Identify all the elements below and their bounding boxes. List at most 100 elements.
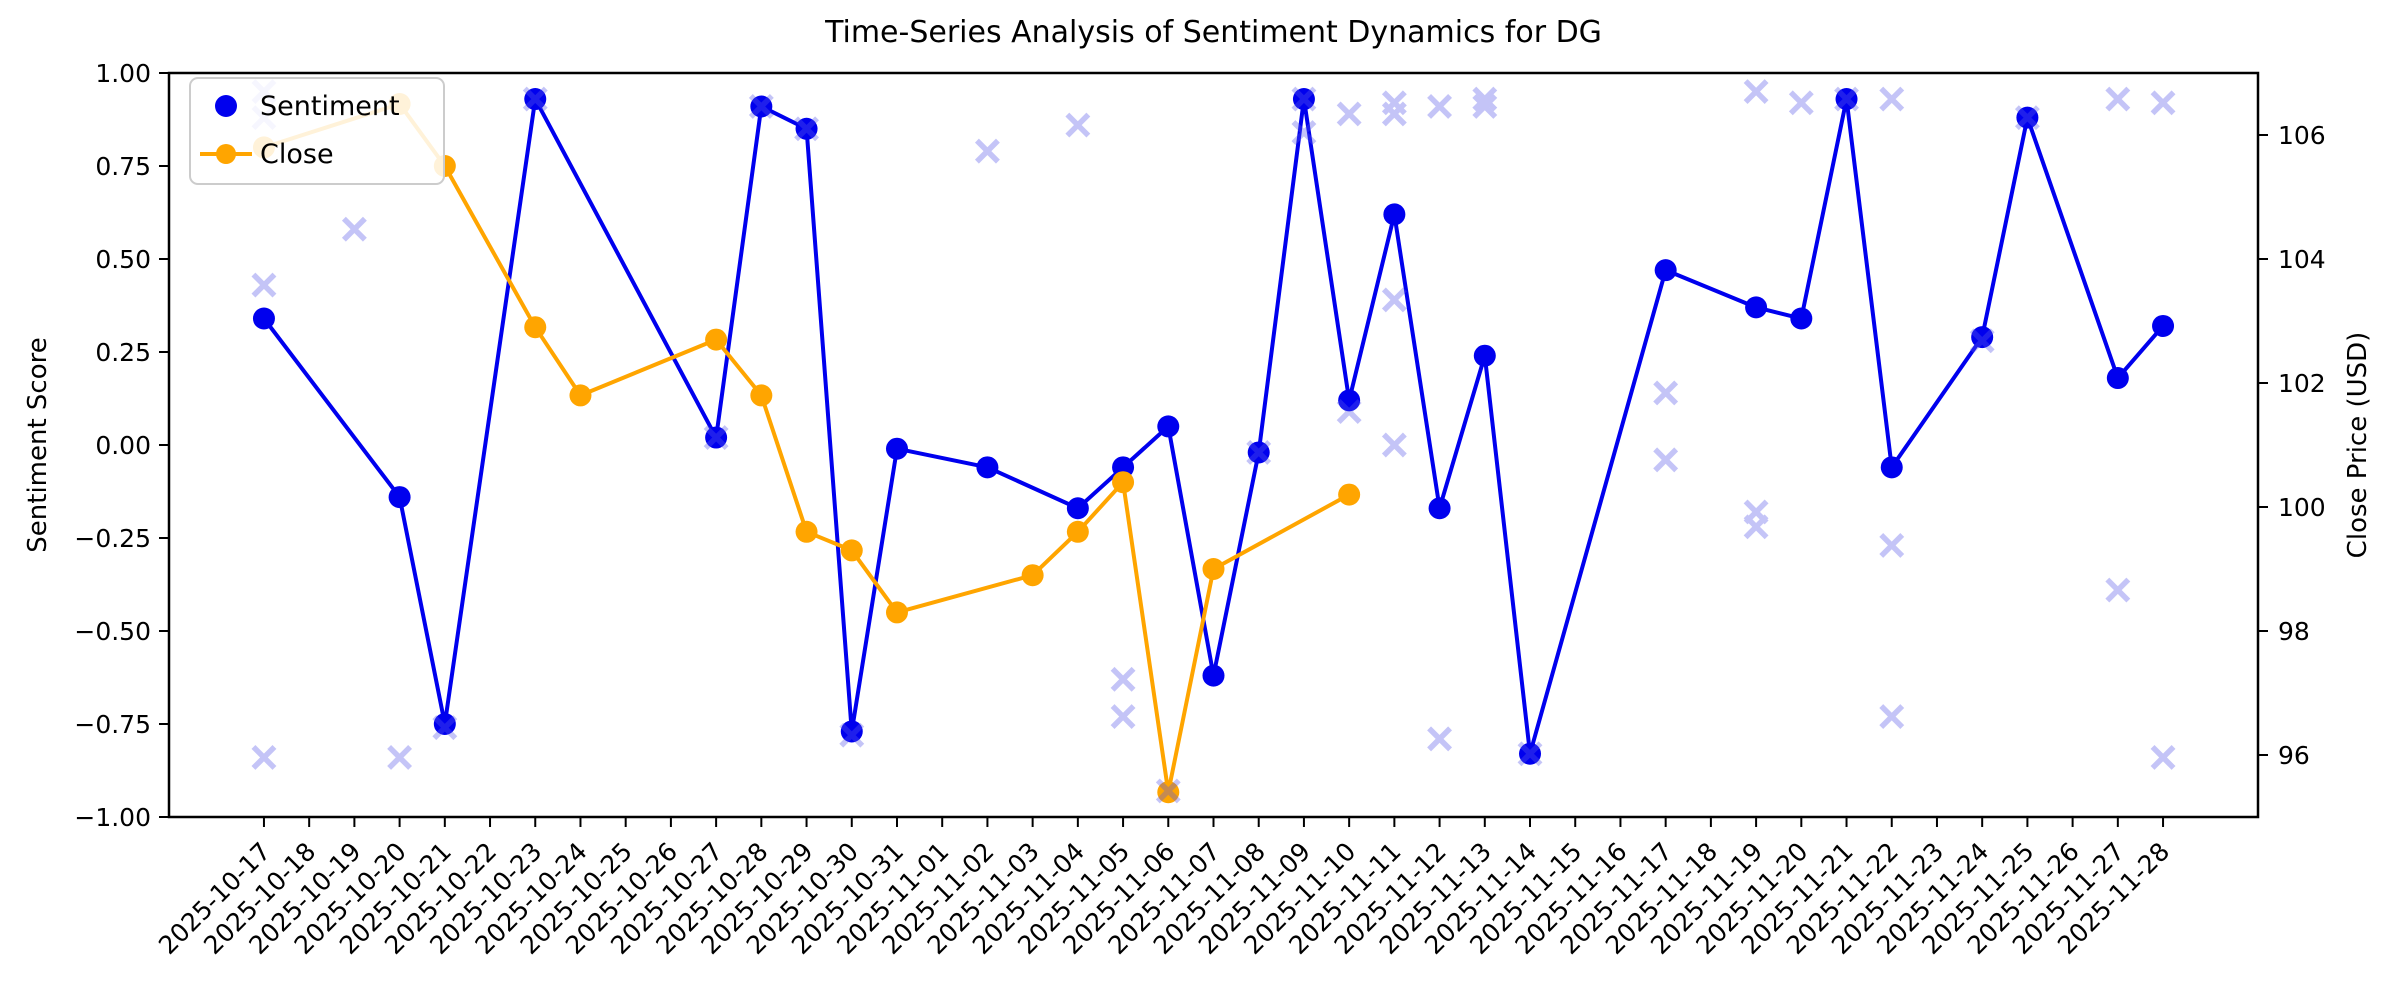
sentiment-point bbox=[795, 117, 818, 140]
left-axis-tick-label: 1.00 bbox=[95, 59, 151, 88]
sentiment-x-marker bbox=[1743, 499, 1769, 525]
sentiment-line bbox=[262, 97, 2165, 756]
sentiment-x-marker bbox=[251, 745, 277, 770]
sentiment-x-marker bbox=[1879, 704, 1905, 730]
sentiment-point bbox=[1473, 344, 1496, 367]
sentiment-x-marker bbox=[1110, 704, 1136, 730]
sentiment-point bbox=[2106, 367, 2129, 390]
sentiment-point bbox=[1790, 307, 1813, 330]
sentiment-x-marker bbox=[1381, 90, 1407, 116]
sentiment-point bbox=[1247, 441, 1270, 464]
left-axis-tick-label: −0.50 bbox=[74, 617, 151, 646]
sentiment-x-marker bbox=[1336, 101, 1362, 127]
sentiment-point bbox=[885, 437, 908, 460]
left-axis-title: Sentiment Score bbox=[23, 337, 53, 552]
sentiment-point bbox=[1835, 88, 1858, 111]
close-point bbox=[1021, 564, 1044, 587]
right-axis-tick-label: 98 bbox=[2278, 617, 2310, 646]
legend-box bbox=[189, 77, 445, 185]
sentiment-x-marker bbox=[2105, 86, 2131, 112]
sentiment-x-marker bbox=[1879, 86, 1905, 112]
legend-close-marker bbox=[216, 144, 236, 164]
sentiment-point bbox=[750, 95, 773, 118]
sentiment-x-marker bbox=[1427, 94, 1453, 119]
legend-sentiment-marker bbox=[215, 95, 237, 117]
sentiment-x-marker bbox=[251, 272, 277, 298]
sentiment-point bbox=[840, 720, 863, 743]
sentiment-x-marker bbox=[1291, 120, 1317, 145]
sentiment-x-marker bbox=[1788, 90, 1814, 116]
sentiment-point bbox=[1066, 497, 1089, 520]
close-point bbox=[705, 328, 728, 351]
close-point bbox=[795, 520, 818, 543]
sentiment-x-marker bbox=[1381, 432, 1407, 458]
close-point bbox=[569, 384, 592, 407]
close-point bbox=[1338, 483, 1361, 506]
close-point bbox=[1157, 781, 1180, 804]
sentiment-x-marker bbox=[1291, 86, 1317, 112]
sentiment-point bbox=[433, 713, 456, 735]
right-axis-tick-label: 96 bbox=[2278, 741, 2310, 770]
sentiment-point bbox=[976, 456, 999, 479]
left-axis-tick-label: 0.75 bbox=[95, 152, 151, 181]
sentiment-x-marker bbox=[1427, 726, 1453, 752]
sentiment-x-marker bbox=[839, 722, 865, 748]
right-axis-tick-label: 104 bbox=[2278, 245, 2326, 274]
close-point bbox=[750, 384, 773, 407]
sentiment-point bbox=[1519, 742, 1542, 765]
left-axis-tick-label: −0.75 bbox=[74, 710, 151, 739]
sentiment-x-marker bbox=[1653, 380, 1679, 406]
sentiment-x-marker bbox=[1653, 447, 1679, 473]
sentiment-scatter-group bbox=[251, 79, 2176, 804]
sentiment-x-marker bbox=[703, 425, 729, 451]
right-axis-title: Close Price (USD) bbox=[2343, 332, 2373, 559]
sentiment-x-marker bbox=[794, 116, 819, 142]
left-axis-tick-label: 0.00 bbox=[95, 431, 151, 460]
sentiment-point bbox=[1971, 326, 1994, 349]
sentiment-x-marker bbox=[1834, 86, 1859, 112]
sentiment-point bbox=[1654, 259, 1677, 282]
sentiment-x-marker bbox=[1472, 94, 1498, 119]
sentiment-point bbox=[1383, 203, 1406, 226]
left-axis-tick-label: −1.00 bbox=[74, 803, 151, 832]
left-axis-tick-label: −0.25 bbox=[74, 524, 151, 553]
sentiment-point bbox=[1202, 664, 1225, 687]
close-point bbox=[1202, 558, 1225, 580]
sentiment-x-marker bbox=[2150, 745, 2176, 770]
left-axis-tick-label: 0.25 bbox=[95, 338, 151, 367]
sentiment-point bbox=[1745, 296, 1768, 319]
sentiment-x-marker bbox=[1517, 741, 1543, 767]
legend-close-label: Close bbox=[260, 139, 334, 170]
close-point bbox=[1066, 520, 1089, 543]
sentiment-x-marker bbox=[1472, 86, 1498, 112]
sentiment-point bbox=[252, 307, 275, 330]
sentiment-point bbox=[1292, 88, 1315, 111]
sentiment-x-marker bbox=[522, 86, 548, 112]
sentiment-point bbox=[388, 486, 411, 509]
sentiment-point bbox=[2016, 106, 2039, 129]
sentiment-x-marker bbox=[2014, 105, 2040, 131]
sentiment-x-marker bbox=[748, 94, 774, 119]
close-point bbox=[524, 316, 547, 339]
sentiment-x-marker bbox=[1381, 287, 1407, 313]
sentiment-x-marker bbox=[2150, 90, 2176, 116]
plot-border bbox=[167, 71, 2260, 819]
chart-title: Time-Series Analysis of Sentiment Dynami… bbox=[824, 15, 1602, 50]
left-axis-tick-label: 0.50 bbox=[95, 245, 151, 274]
sentiment-x-marker bbox=[1969, 328, 1995, 354]
close-point bbox=[1112, 471, 1135, 494]
sentiment-point bbox=[705, 426, 728, 449]
sentiment-x-marker bbox=[432, 715, 458, 741]
sentiment-x-marker bbox=[1879, 532, 1905, 558]
sentiment-point bbox=[1338, 389, 1361, 412]
close-point bbox=[840, 539, 863, 562]
sentiment-x-marker bbox=[1743, 79, 1769, 105]
sentiment-x-marker bbox=[387, 745, 413, 770]
sentiment-point bbox=[524, 88, 547, 111]
sentiment-x-marker bbox=[2105, 577, 2131, 603]
sentiment-x-marker bbox=[1110, 666, 1136, 692]
sentiment-x-marker bbox=[1336, 399, 1362, 424]
close-line bbox=[263, 102, 1351, 795]
